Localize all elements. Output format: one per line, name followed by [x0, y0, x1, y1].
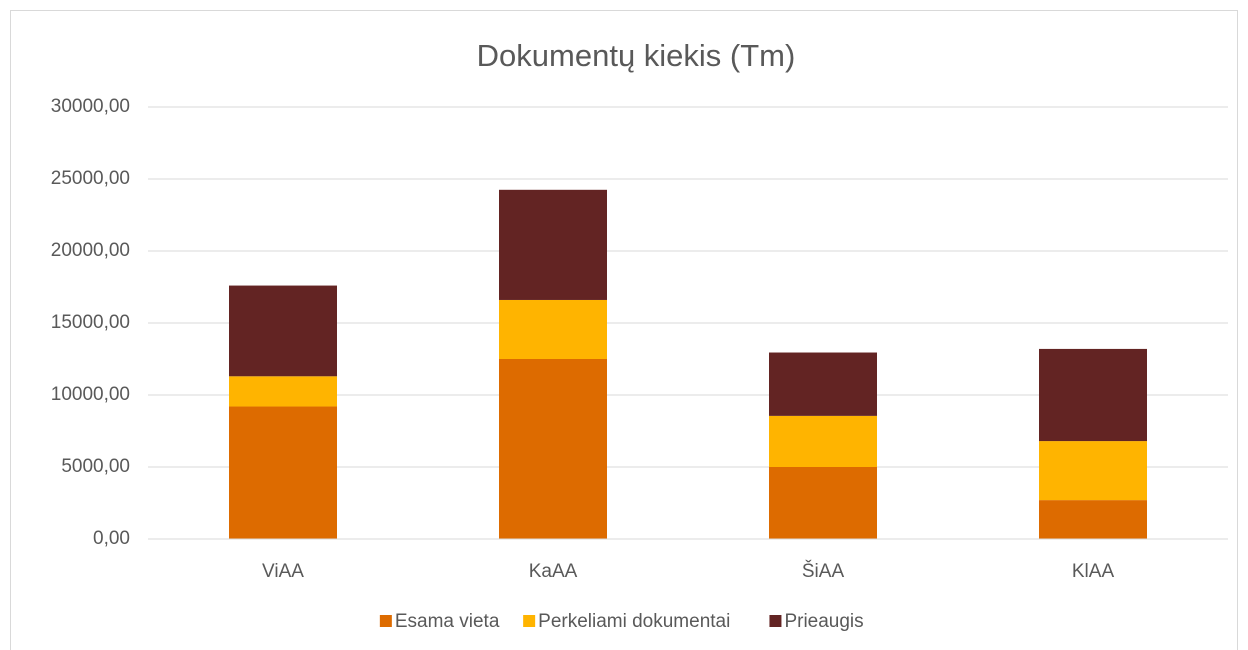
- x-tick-label: KaAA: [529, 561, 578, 582]
- bar-segment: [499, 299, 607, 359]
- legend-swatch: [769, 615, 782, 627]
- legend-label: Perkeliami dokumentai: [538, 611, 730, 632]
- y-tick-label: 10000,00: [51, 384, 130, 405]
- legend-swatch: [523, 615, 536, 627]
- y-tick-label: 5000,00: [61, 456, 130, 477]
- chart-frame: [10, 10, 1238, 650]
- bar-segment: [499, 359, 607, 539]
- x-tick-label: ViAA: [262, 561, 304, 582]
- y-tick-label: 0,00: [93, 528, 130, 549]
- legend-label: Esama vieta: [395, 611, 500, 632]
- y-tick-label: 15000,00: [51, 312, 130, 333]
- bar-segment: [499, 189, 607, 300]
- bar-segment: [229, 406, 337, 539]
- y-tick-label: 20000,00: [51, 240, 130, 261]
- legend-swatch: [379, 615, 392, 627]
- x-tick-label: KlAA: [1072, 561, 1115, 582]
- chart-title: Dokumentų kiekis (Tm): [477, 38, 796, 73]
- bar-segment: [769, 467, 877, 539]
- x-tick-label: ŠiAA: [802, 560, 845, 582]
- bar-segment: [229, 376, 337, 407]
- bar-segment: [1039, 500, 1147, 539]
- bar-segment: [1039, 348, 1147, 442]
- bar-segment: [1039, 441, 1147, 501]
- y-tick-label: 25000,00: [51, 168, 130, 189]
- bar-segment: [229, 285, 337, 377]
- y-tick-label: 30000,00: [51, 96, 130, 117]
- legend-label: Prieaugis: [784, 611, 863, 632]
- bar-segment: [769, 415, 877, 467]
- bar-segment: [769, 352, 877, 416]
